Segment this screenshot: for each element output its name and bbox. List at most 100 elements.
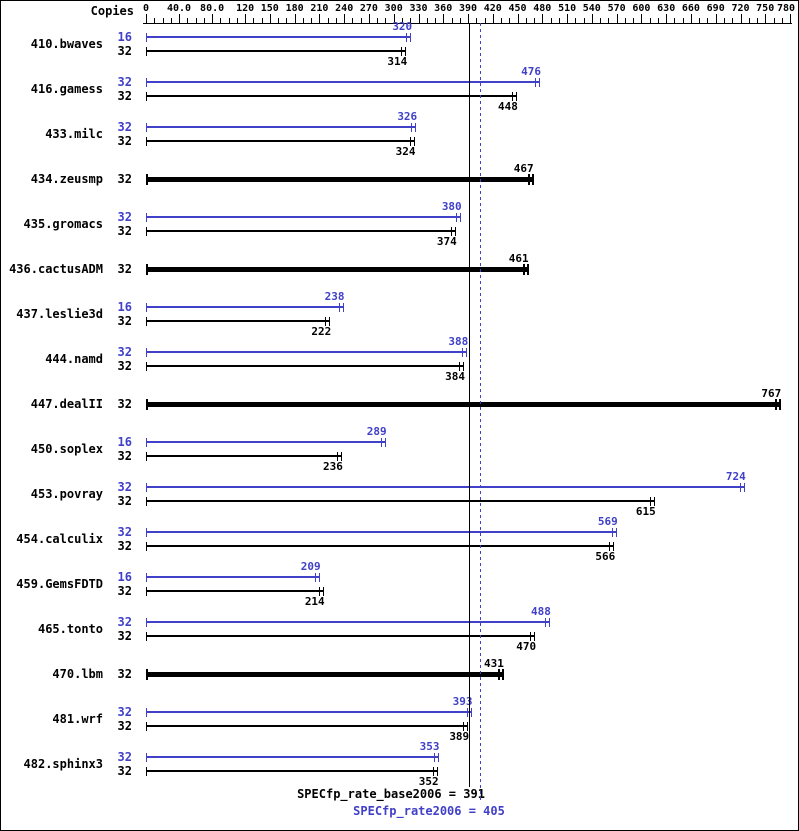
axis-tick xyxy=(451,18,453,23)
benchmark-label: 454.calculix xyxy=(16,532,103,546)
bar-value-label: 615 xyxy=(635,505,656,518)
bar-end-cap xyxy=(146,361,147,371)
bar-end-cap xyxy=(548,617,550,627)
bar-end-cap xyxy=(611,527,613,537)
copies-label: 32 xyxy=(117,525,132,539)
axis-tick xyxy=(245,14,247,23)
axis-tick xyxy=(525,18,527,23)
bar xyxy=(146,545,614,547)
bar-value-label: 467 xyxy=(513,162,534,175)
bar xyxy=(146,176,532,182)
axis-tick xyxy=(335,18,337,23)
bar-end-cap xyxy=(463,361,464,371)
bar-value-label: 461 xyxy=(508,252,529,265)
bar-end-cap xyxy=(413,136,415,146)
bar xyxy=(146,320,330,322)
bar-end-cap xyxy=(146,347,147,357)
copies-label: 32 xyxy=(117,584,132,598)
copies-label: 32 xyxy=(117,210,132,224)
bar-end-cap xyxy=(653,496,655,506)
axis-tick-label: 660 xyxy=(681,3,700,14)
bar-end-cap xyxy=(450,226,452,236)
axis-tick xyxy=(162,18,164,23)
axis-tick xyxy=(278,18,280,23)
bar xyxy=(146,725,468,727)
bar-end-cap xyxy=(743,482,745,492)
bar xyxy=(146,140,414,142)
copies-label: 16 xyxy=(117,435,132,449)
bar-end-cap xyxy=(146,173,148,185)
bar-end-cap xyxy=(342,302,344,312)
benchmark-label: 447.dealII xyxy=(30,397,103,411)
bar xyxy=(146,216,460,218)
copies-label: 32 xyxy=(117,89,132,103)
copies-label: 32 xyxy=(117,224,132,238)
bar-end-cap xyxy=(609,541,611,551)
bar-value-label: 431 xyxy=(484,657,504,670)
bar xyxy=(146,306,343,308)
bar-end-cap xyxy=(146,302,147,312)
bar-end-cap xyxy=(467,721,469,731)
bar-end-cap xyxy=(437,752,439,762)
bar-end-cap xyxy=(544,617,546,627)
axis-tick xyxy=(723,18,725,23)
axis-tick xyxy=(311,18,313,23)
benchmark-label: 410.bwaves xyxy=(30,37,103,51)
copies-label: 32 xyxy=(117,172,132,186)
copies-label: 32 xyxy=(117,134,132,148)
bar-end-cap xyxy=(455,212,457,222)
axis-tick xyxy=(657,18,659,23)
bar-end-cap xyxy=(146,668,148,680)
axis-tick xyxy=(624,18,626,23)
bar-end-cap xyxy=(415,122,417,132)
base-summary-label: SPECfp_rate_base2006 = 391 xyxy=(297,787,485,801)
bar xyxy=(146,401,780,407)
bar-value-label: 324 xyxy=(395,145,416,158)
bar xyxy=(146,36,411,38)
axis-tick xyxy=(377,18,379,23)
bar-value-label: 209 xyxy=(300,560,321,573)
axis-tick xyxy=(690,14,692,23)
peak-reference-line xyxy=(480,23,482,802)
axis-tick xyxy=(591,14,593,23)
copies-label: 32 xyxy=(117,750,132,764)
axis-tick xyxy=(773,18,775,23)
axis-tick-label: 480 xyxy=(533,3,552,14)
bar-value-label: 566 xyxy=(595,550,616,563)
bar-end-cap xyxy=(146,136,147,146)
copies-label: 16 xyxy=(117,30,132,44)
bar xyxy=(146,95,516,97)
axis-tick xyxy=(261,18,263,23)
bar-end-cap xyxy=(146,32,147,42)
copies-label: 32 xyxy=(117,314,132,328)
bar-end-cap xyxy=(338,302,340,312)
bar-end-cap xyxy=(454,226,456,236)
bar-end-cap xyxy=(146,212,147,222)
axis-tick-label: 80.0 xyxy=(200,3,225,14)
axis-tick xyxy=(146,14,147,23)
bar xyxy=(146,455,341,457)
axis-tick-label: 510 xyxy=(558,3,577,14)
benchmark-label: 434.zeusmp xyxy=(30,172,103,186)
axis-tick xyxy=(286,18,288,23)
bar-end-cap xyxy=(615,527,617,537)
bar-end-cap xyxy=(470,707,472,717)
bar-end-cap xyxy=(459,212,461,222)
axis-tick-label: 600 xyxy=(632,3,651,14)
axis-tick xyxy=(757,18,758,23)
axis-tick xyxy=(575,18,577,23)
bar xyxy=(146,531,616,533)
axis-tick xyxy=(484,18,486,23)
axis-tick xyxy=(542,14,544,23)
axis-tick xyxy=(641,14,643,23)
axis-tick-label: 120 xyxy=(236,3,255,14)
bar-end-cap xyxy=(146,482,147,492)
benchmark-label: 470.lbm xyxy=(52,667,103,681)
copies-label: 32 xyxy=(117,719,132,733)
bar-end-cap xyxy=(530,631,532,641)
bar-value-label: 476 xyxy=(521,65,541,78)
axis-tick xyxy=(600,18,602,23)
axis-tick-label: 780 xyxy=(776,3,796,14)
axis-tick-label: 420 xyxy=(483,3,502,14)
